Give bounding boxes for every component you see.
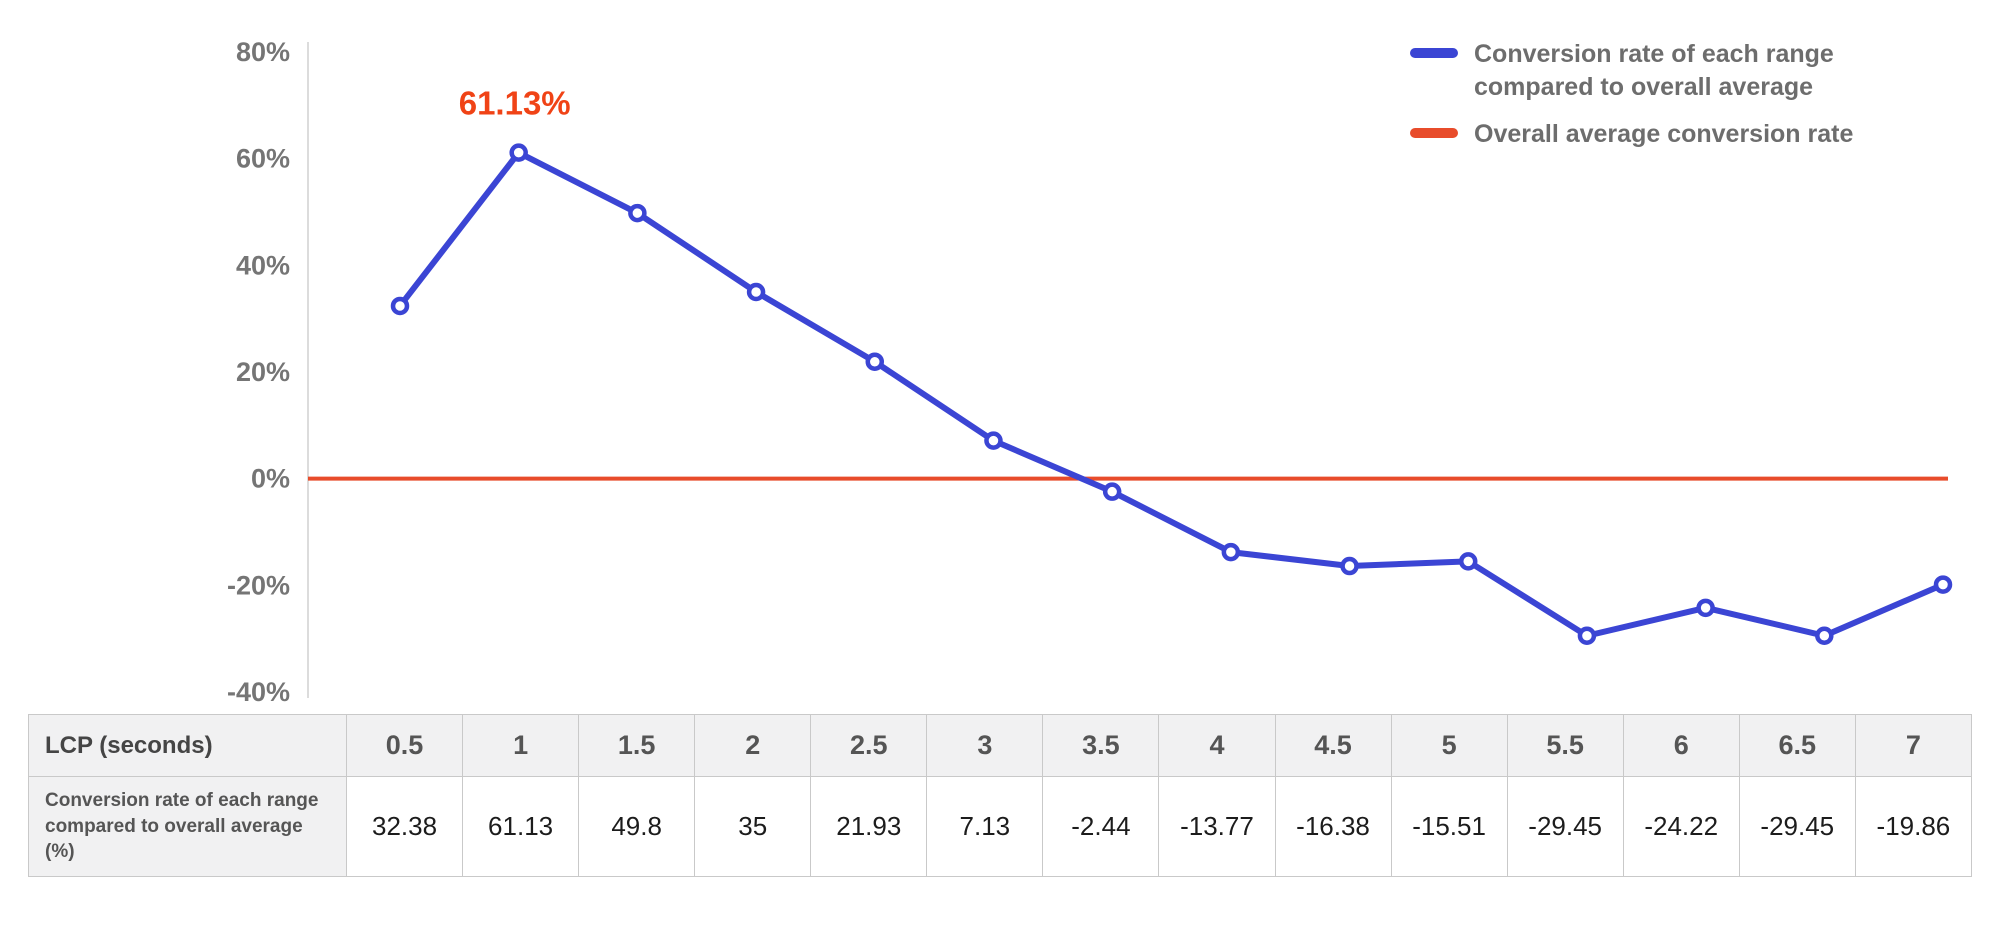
conversion-value-cell: -2.44 (1042, 776, 1160, 877)
table-row-lcp: LCP (seconds) 0.5 1 1.5 2 2.5 3 3.5 4 4.5 5 5.5 6 6.5… (28, 714, 1973, 777)
lcp-seconds-cell: 0.5 (345, 714, 464, 777)
data-point-marker (390, 296, 410, 316)
y-axis-tick-label: 40% (236, 250, 290, 280)
conversion-value-cell: -29.45 (1738, 776, 1856, 877)
conversion-line (397, 149, 1946, 639)
conversion-value-cell: 21.93 (810, 776, 928, 877)
conversion-value-cell: -13.77 (1158, 776, 1276, 877)
lcp-seconds-cell: 5 (1390, 714, 1508, 777)
conversion-value-cell: 32.38 (345, 776, 464, 877)
y-axis-tick-label: -40% (227, 677, 290, 707)
row-header-lcp: LCP (seconds) (28, 714, 347, 777)
legend-item-conversion: Conversion rate of each range compared t… (1410, 38, 1954, 104)
conversion-value-cell: -15.51 (1390, 776, 1508, 877)
data-point-marker (984, 431, 1003, 450)
data-point-marker (1221, 542, 1241, 562)
data-point-marker (1815, 626, 1834, 645)
data-point-marker (1340, 556, 1359, 576)
legend-item-average: Overall average conversion rate (1410, 118, 1954, 151)
peak-annotation: 61.13% (459, 85, 571, 122)
data-point-marker (1458, 552, 1478, 571)
lcp-seconds-cell: 3 (926, 714, 1044, 777)
y-axis-tick-label: 20% (236, 357, 290, 387)
conversion-value-cell: 7.13 (926, 776, 1044, 877)
lcp-seconds-cell: 3.5 (1042, 714, 1160, 777)
legend-label-conversion: Conversion rate of each range compared t… (1474, 40, 1834, 101)
data-point-marker (865, 352, 885, 371)
data-point-marker (509, 143, 528, 162)
y-axis-tick-label: 80% (236, 37, 290, 67)
chart-legend: Conversion rate of each range compared t… (1410, 38, 1954, 151)
data-point-marker (628, 203, 647, 223)
lcp-seconds-cell: 1 (462, 714, 580, 777)
legend-swatch-average-icon (1410, 128, 1458, 138)
data-point-marker (1696, 598, 1715, 618)
data-point-marker (746, 282, 766, 302)
conversion-value-cell: 61.13 (462, 776, 580, 877)
line-chart: 80% 60% 40% 20% 0% -20% -40% 61.13% (227, 37, 1953, 707)
lcp-seconds-cell: 1.5 (578, 714, 696, 777)
data-point-marker (1102, 482, 1122, 501)
legend-swatch-conversion-icon (1410, 48, 1458, 58)
conversion-value-cell: -19.86 (1854, 776, 1973, 877)
conversion-value-cell: 35 (694, 776, 812, 877)
data-point-marker (1933, 575, 1953, 594)
lcp-data-table: LCP (seconds) 0.5 1 1.5 2 2.5 3 3.5 4 4.5 5 5.5 6 6.5… (28, 714, 1973, 877)
row-header-conversion: Conversion rate of each range compared t… (28, 776, 347, 877)
conversion-value-cell: -29.45 (1506, 776, 1624, 877)
conversion-value-cell: 49.8 (578, 776, 696, 877)
y-axis-tick-label: -20% (227, 570, 290, 600)
lcp-seconds-cell: 6.5 (1738, 714, 1856, 777)
data-point-marker (1577, 626, 1597, 645)
lcp-seconds-cell: 2.5 (810, 714, 928, 777)
y-axis-tick-label: 0% (251, 464, 290, 494)
conversion-value-cell: -16.38 (1274, 776, 1392, 877)
lcp-seconds-cell: 2 (694, 714, 812, 777)
lcp-seconds-cell: 6 (1622, 714, 1740, 777)
lcp-seconds-cell: 4.5 (1274, 714, 1392, 777)
conversion-value-cell: -24.22 (1622, 776, 1740, 877)
y-axis-tick-label: 60% (236, 144, 290, 174)
lcp-seconds-cell: 7 (1854, 714, 1973, 777)
table-row-conversion: Conversion rate of each range compared t… (28, 776, 1973, 877)
legend-label-average: Overall average conversion rate (1474, 120, 1854, 148)
lcp-seconds-cell: 4 (1158, 714, 1276, 777)
lcp-seconds-cell: 5.5 (1506, 714, 1624, 777)
